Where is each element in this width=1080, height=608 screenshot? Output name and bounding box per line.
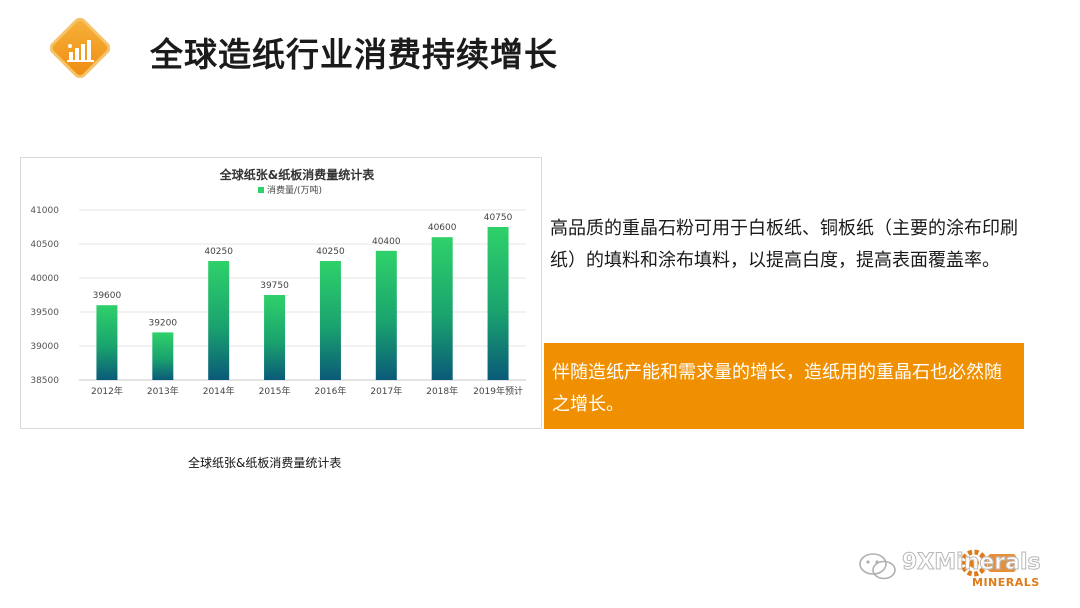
highlight-text: 伴随造纸产能和需求量的增长，造纸用的重晶石也必然随之增长。: [552, 362, 1002, 415]
data-label: 39200: [148, 318, 177, 328]
title-badge: [49, 17, 111, 79]
x-tick-label: 2012年: [91, 385, 123, 397]
bar: [319, 261, 341, 380]
bar: [96, 305, 118, 380]
watermark-logo-text: MINERALS: [972, 576, 1040, 589]
data-label: 40250: [316, 247, 345, 257]
data-label: 40400: [372, 237, 401, 247]
data-label: 40600: [428, 223, 457, 233]
y-tick-label: 38500: [30, 376, 59, 386]
x-tick-label: 2018年: [426, 385, 458, 397]
chart-caption: 全球纸张&纸板消费量统计表: [188, 456, 342, 470]
data-label: 39750: [260, 281, 289, 291]
y-tick-label: 39500: [30, 308, 59, 318]
legend-label: 消费量/(万吨): [267, 184, 322, 196]
y-tick-label: 40500: [30, 240, 59, 250]
bar: [431, 237, 453, 380]
x-tick-label: 2015年: [259, 385, 291, 397]
wechat-icon: [859, 553, 896, 580]
description-text: 高品质的重晶石粉可用于白板纸、铜板纸（主要的涂布印刷纸）的填料和涂布填料，以提高…: [550, 218, 1018, 271]
bar: [375, 250, 397, 380]
watermark: 9XMinerals MINERALS: [858, 546, 1058, 596]
data-label: 39600: [93, 291, 122, 301]
chart-title: 全球纸张&纸板消费量统计表: [219, 167, 375, 182]
data-label: 40750: [484, 213, 513, 223]
y-tick-label: 39000: [30, 342, 59, 352]
gear-logo-icon: [960, 549, 1016, 577]
bar: [208, 261, 230, 380]
bar: [264, 295, 286, 380]
chart-canvas: 全球纸张&纸板消费量统计表 消费量/(万吨) 38500 39000 39500 40…: [30, 167, 526, 397]
x-tick-label: 2016年: [314, 385, 346, 397]
watermark-text: 9XMinerals: [902, 550, 1042, 576]
bar: [152, 332, 174, 380]
highlight-box: 伴随造纸产能和需求量的增长，造纸用的重晶石也必然随之增长。: [544, 343, 1024, 429]
y-tick-label: 41000: [30, 206, 59, 216]
page-title: 全球造纸行业消费持续增长: [150, 35, 558, 74]
bar-chart-icon: [67, 40, 94, 62]
bar: [487, 227, 509, 380]
x-tick-label: 2019年预计: [473, 385, 523, 397]
legend-swatch: [258, 187, 264, 193]
y-tick-label: 40000: [30, 274, 59, 284]
data-label: 40250: [204, 247, 233, 257]
x-tick-label: 2013年: [147, 385, 179, 397]
bar-chart: 全球纸张&纸板消费量统计表 消费量/(万吨) 38500 39000 39500 40…: [20, 157, 542, 429]
x-tick-label: 2014年: [203, 385, 235, 397]
x-tick-label: 2017年: [370, 385, 402, 397]
